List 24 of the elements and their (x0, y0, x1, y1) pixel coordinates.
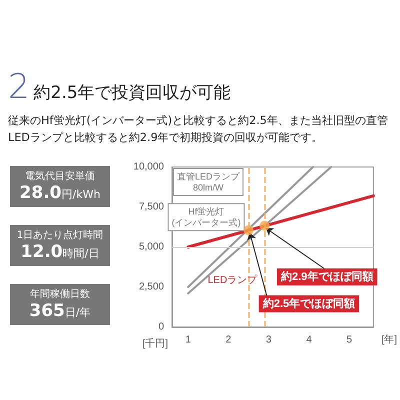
text: 365日/年 (28, 301, 92, 321)
x-tick-label: 3 (266, 334, 272, 346)
y-tick-label: 0 (158, 322, 164, 332)
x-axis-title: [年] (381, 334, 398, 346)
text: 電気代目安単価 (24, 170, 96, 183)
annotation: 約2.9年でほぼ同額 (280, 270, 374, 283)
text: 1日あたり点灯時間 (16, 228, 104, 242)
x-tick-label: 4 (306, 334, 312, 346)
text: 年間稼働日数 (29, 288, 91, 301)
text: 28.0円/kWh (18, 183, 102, 203)
y-tick-label: 2,500 (138, 282, 164, 292)
chart-subtitle: 従来のHf蛍光灯(インバーター式)と比較すると約2.5年、また当社旧型の直管LEDランプと比較すると約2.9年で初期投資の回収が可能です。 (8, 113, 389, 146)
annotation: 約2.5年でほぼ同額 (262, 296, 356, 310)
text: 直管LEDランプ 80lm/W (177, 172, 241, 193)
text: 12.0時間/日 (20, 242, 100, 262)
y-tick-label: 5,000 (138, 242, 164, 252)
y-axis-title: [千円] (142, 338, 168, 350)
y-tick-label: 10,000 (133, 162, 164, 172)
x-tick-label: 2 (226, 334, 232, 346)
x-tick-label: 1 (185, 334, 192, 346)
x-tick-label: 5 (346, 334, 352, 346)
y-tick-label: 7,500 (138, 202, 164, 212)
series-label: Hf蛍光灯 (インバーター式) (172, 206, 241, 228)
text: LEDランプ (208, 274, 258, 286)
